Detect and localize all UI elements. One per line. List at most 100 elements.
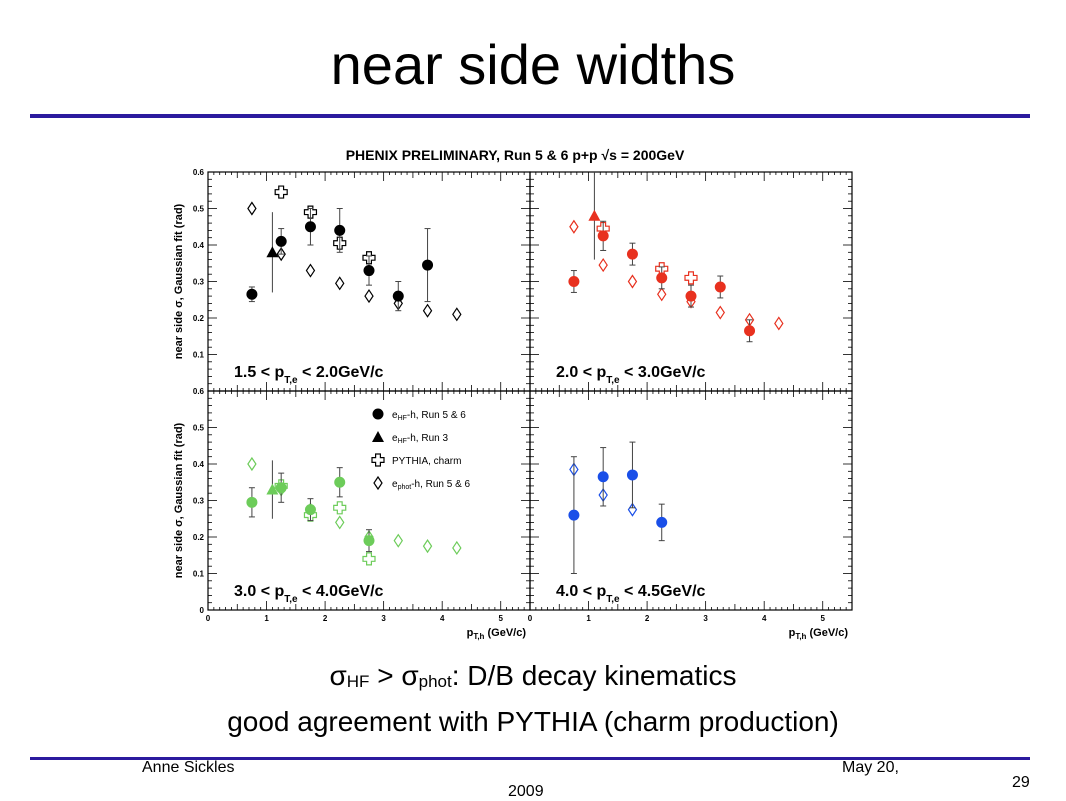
chart-title: PHENIX PRELIMINARY, Run 5 & 6 p+p √s = 2… [346,147,685,163]
greater-than-sigma: > σ [369,660,419,691]
panel-label: 2.0 < pT,e < 3.0GeV/c [556,364,706,386]
y-axis-label: near side σ, Gaussian fit (rad) [173,422,185,578]
run56-point [246,496,258,508]
panel-label-sub: T,e [284,594,298,605]
x-tick-label: 1 [586,614,591,623]
y-tick-label: 0.6 [193,387,205,396]
legend-entry-main: PYTHIA, charm [392,456,461,467]
run56-point [275,235,287,247]
run56-point [568,509,580,521]
run56-point [422,259,434,271]
panel-label-post: < 4.0GeV/c [298,583,384,600]
phot-point [247,201,257,216]
legend-entry-main: e [392,410,398,421]
y-tick-label: 0.1 [193,570,205,579]
x-axis-label-sub: T,h [473,632,484,641]
panel-label: 3.0 < pT,e < 4.0GeV/c [234,583,384,605]
legend-entry: ephot-h, Run 5 & 6 [392,479,471,491]
run3-point [588,209,601,221]
run56-point [392,290,404,302]
summary-line-pythia: good agreement with PYTHIA (charm produc… [227,706,839,737]
phot-point [422,303,433,318]
x-tick-label: 2 [323,614,328,623]
x-axis-label-unit: (GeV/c) [806,627,848,639]
plot-area: 0.1 0.2 0.3 0.4 0.5 0.6 1.5 < p T,e < 2.0GeV/c 2… [173,168,853,641]
y-tick-label: 0.4 [193,241,205,250]
legend-entry-main: e [392,479,398,490]
y-tick-label: 0.5 [193,205,205,214]
legend-entry-main: e [392,433,398,444]
x-tick-label: 0 [528,614,533,623]
decay-kinematics-text: : D/B decay kinematics [451,660,737,691]
panel-frame [529,390,853,611]
x-tick-label: 3 [703,614,708,623]
pythia-point [362,552,376,566]
legend-entry-rest: -h, Run 5 & 6 [407,410,466,421]
sigma-symbol: σ [329,660,347,691]
phot-point [422,539,433,554]
run56-point [363,265,375,277]
sigma-hf-subscript: HF [346,672,370,691]
phot-point [335,515,345,530]
run56-point [334,224,346,236]
panel-2: 2.0 < pT,e < 3.0GeV/c [529,171,853,392]
legend-entry-rest: -h, Run 5 & 6 [411,479,470,490]
run56-point [685,290,697,302]
run56-point [656,516,668,528]
phot-point [247,456,257,472]
y-tick-label: 0.2 [193,533,205,542]
phot-point [364,289,374,304]
run56-point [363,535,375,547]
panel-label-pre: 2.0 < p [556,364,606,381]
phot-point [335,276,345,291]
phot-point [452,307,462,322]
y-axis-label: near side σ, Gaussian fit (rad) [173,203,185,359]
y-tick-label: 0.2 [193,314,205,323]
y-tick-label: 0.1 [193,351,205,360]
panel-label-post: < 4.5GeV/c [620,583,706,600]
panel-label-sub: T,e [606,594,620,605]
panel-4: 0 1 2 3 4 5 4.0 < pT,e < 4.5GeV/c [528,390,853,623]
y-tick-label: 0.6 [193,168,205,177]
legend-marker [373,475,383,491]
legend-entry-sub: HF [398,415,407,422]
run56-point [597,471,609,483]
legend-marker [372,431,384,442]
x-tick-label: 5 [821,614,826,623]
phot-point [305,263,316,278]
legend-entry: eHF-h, Run 3 [392,433,448,445]
panel-label-pre: 1.5 < p [234,364,284,381]
x-axis-label-main: p [467,627,474,639]
y-tick-label: 0.3 [193,278,205,287]
x-axis-label-main: p [789,627,796,639]
x-axis-label: pT,h (GeV/c) [467,627,527,641]
panel-1: 0.1 0.2 0.3 0.4 0.5 0.6 1.5 < pT,e < 2.0GeV/c [193,168,531,392]
pythia-point [684,271,698,285]
title-rule [30,114,1030,118]
panel-label: 4.0 < pT,e < 4.5GeV/c [556,583,706,605]
panel-label-pre: 3.0 < p [234,583,284,600]
sigma-phot-subscript: phot [418,672,452,691]
pythia-point [274,185,288,199]
legend-marker [371,453,385,467]
run56-point [568,276,580,287]
run56-point [626,248,638,260]
y-tick-label: 0 [200,606,205,615]
run56-point [597,230,609,242]
x-axis-label-unit: (GeV/c) [484,627,526,639]
pythia-point [333,501,347,515]
run56-point [275,482,287,494]
footer-date-line2: 2009 [508,783,544,800]
x-tick-label: 3 [381,614,386,623]
x-axis-label: pT,h (GeV/c) [789,627,849,641]
near-side-widths-chart: PHENIX PRELIMINARY, Run 5 & 6 p+p √s = 2… [173,147,853,641]
run3-point [266,246,279,258]
legend-marker [372,408,384,420]
x-tick-label: 4 [440,614,445,623]
panel-label-sub: T,e [606,375,620,386]
phot-point [452,540,462,556]
x-tick-label: 0 [206,614,211,623]
run56-point [626,469,638,481]
panel-label-post: < 2.0GeV/c [298,364,384,381]
legend-entry: PYTHIA, charm [392,456,461,467]
